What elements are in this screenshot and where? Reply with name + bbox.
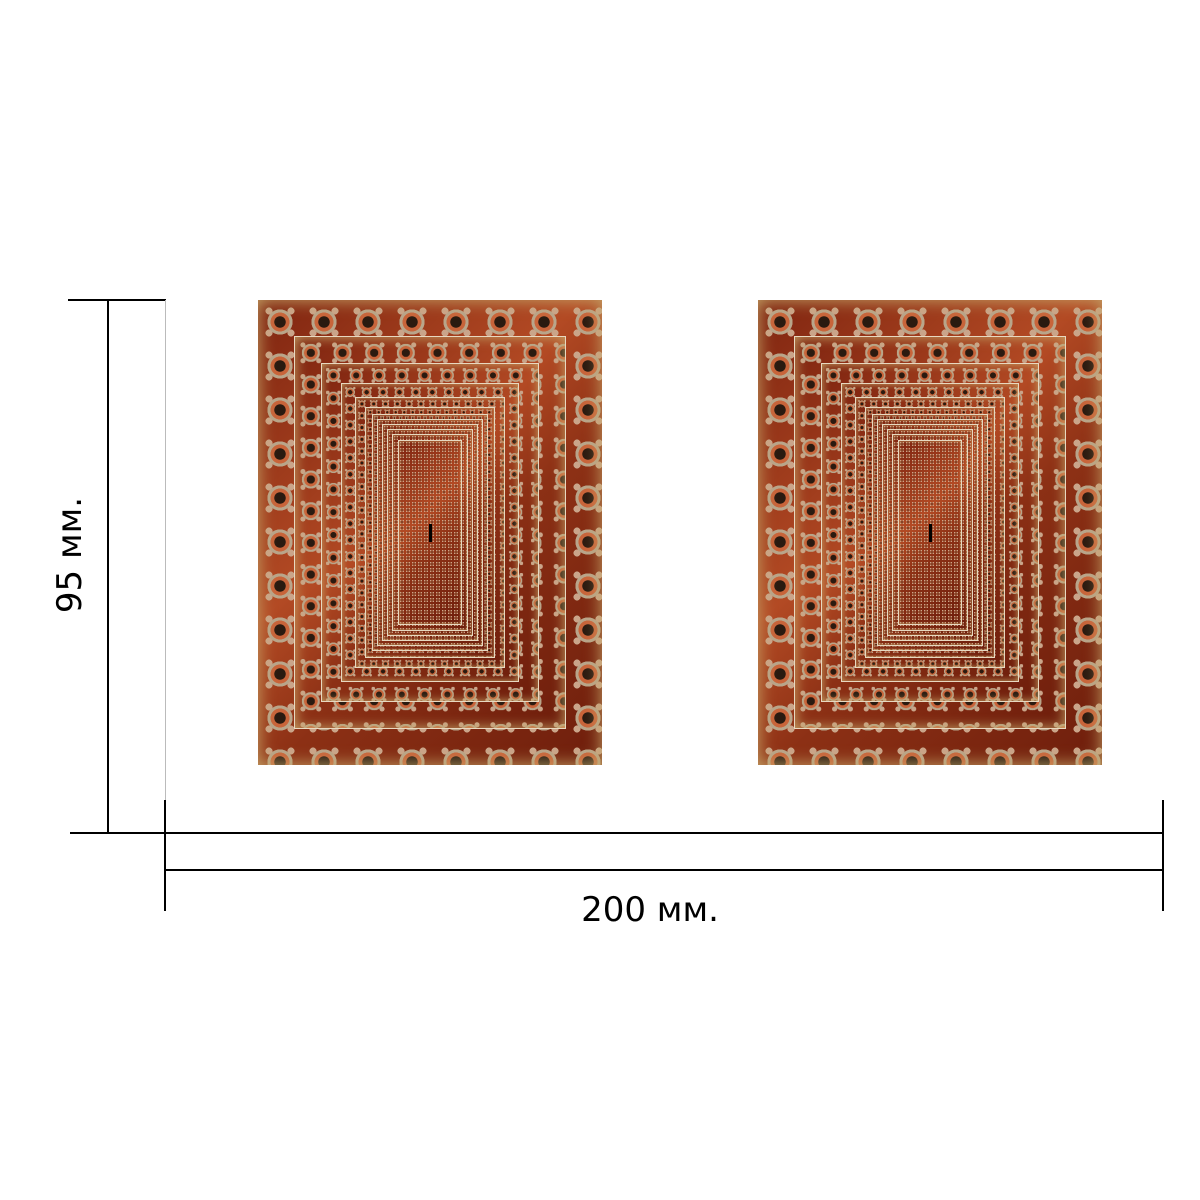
height-dimension-line (107, 300, 109, 834)
height-label: 95 мм. (50, 496, 90, 614)
center-mark (428, 523, 432, 542)
panel-right (758, 300, 1102, 765)
height-tick-bottom (70, 832, 166, 834)
width-tick-left (164, 800, 166, 911)
width-extension-line (165, 832, 1164, 834)
center-mark (928, 523, 932, 542)
height-tick-top (68, 299, 166, 301)
height-extension-line (165, 300, 166, 833)
panel-left (258, 300, 602, 765)
width-dimension-line (165, 869, 1164, 871)
width-label: 200 мм. (581, 890, 719, 930)
width-tick-right (1162, 800, 1164, 911)
